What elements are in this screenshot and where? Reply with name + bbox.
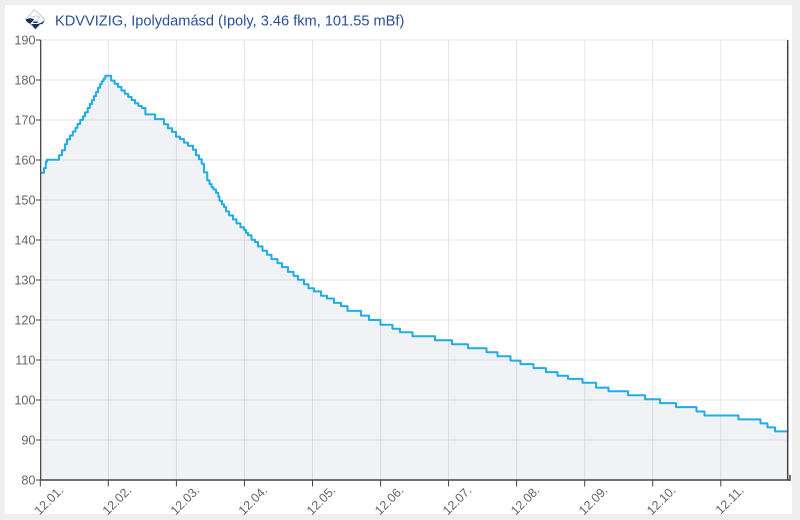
svg-text:12.01.: 12.01. [32, 483, 66, 517]
svg-text:12.08.: 12.08. [508, 483, 542, 517]
svg-text:160: 160 [14, 153, 35, 167]
svg-text:110: 110 [15, 353, 35, 367]
svg-text:12.03.: 12.03. [168, 483, 202, 517]
svg-text:150: 150 [14, 193, 35, 207]
svg-text:140: 140 [14, 233, 35, 247]
svg-text:KDVVIZIG, Ipolydamásd (Ipoly,: KDVVIZIG, Ipolydamásd (Ipoly, 3.46 fkm, … [55, 14, 404, 30]
svg-text:12.06.: 12.06. [372, 483, 406, 517]
svg-text:12.05.: 12.05. [304, 483, 338, 517]
svg-text:12.09.: 12.09. [576, 483, 610, 517]
svg-text:130: 130 [14, 273, 35, 287]
svg-text:12.02.: 12.02. [100, 483, 134, 517]
svg-text:12.04.: 12.04. [236, 483, 270, 517]
svg-text:190: 190 [14, 33, 35, 47]
svg-text:90: 90 [21, 433, 35, 447]
svg-text:100: 100 [14, 393, 35, 407]
svg-text:120: 120 [14, 313, 35, 327]
svg-text:12.10.: 12.10. [644, 483, 678, 517]
svg-text:12.11.: 12.11. [713, 483, 747, 517]
svg-text:80: 80 [21, 473, 35, 487]
svg-text:170: 170 [14, 113, 35, 127]
svg-text:12.07.: 12.07. [440, 483, 474, 517]
svg-text:180: 180 [14, 73, 35, 87]
